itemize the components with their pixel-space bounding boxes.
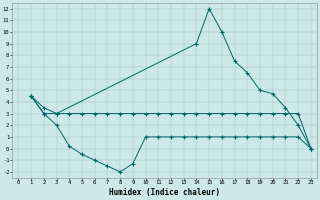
X-axis label: Humidex (Indice chaleur): Humidex (Indice chaleur) (109, 188, 220, 197)
